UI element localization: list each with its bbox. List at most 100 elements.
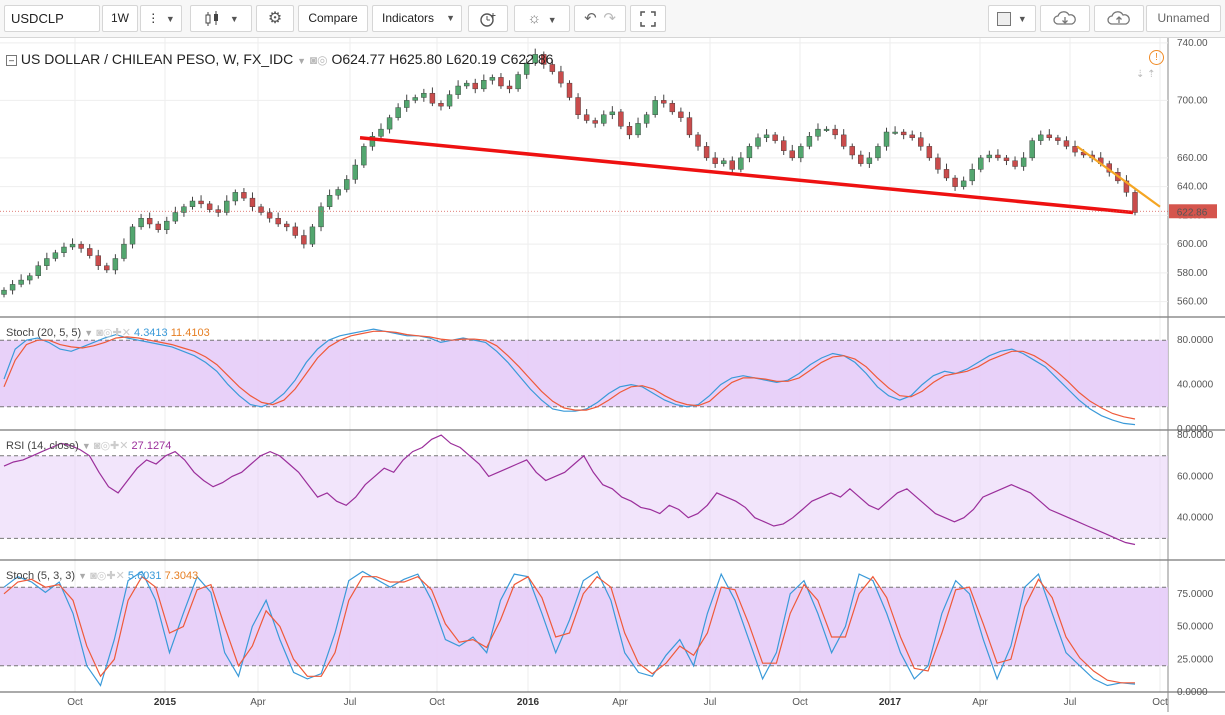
candle-body [1055, 137, 1061, 141]
stoch2-series-line [3, 575, 1135, 684]
interval-button[interactable]: 1W [102, 5, 138, 32]
chart-area[interactable]: 560.00580.00600.00620.00640.00660.00700.… [0, 38, 1225, 712]
minimize-icon[interactable]: – [6, 54, 17, 66]
high-label: H [389, 51, 400, 67]
candle-body [104, 265, 110, 271]
alert-button[interactable] [468, 5, 508, 32]
candle-body [224, 200, 230, 213]
candle-body [575, 97, 581, 115]
compare-button[interactable]: Compare [298, 5, 368, 32]
candle-body [883, 131, 890, 147]
candle-body [909, 134, 915, 138]
chevron-down-icon: ▼ [165, 14, 175, 24]
pane-options-icon[interactable]: ⇣ ⇡ [1136, 69, 1156, 80]
candle-body [995, 154, 1001, 159]
top-toolbar: USDCLP 1W ⋮ ▼ ▼ ⚙ Compare Indicators ▼ ☼… [0, 0, 1225, 38]
candle-body [515, 74, 521, 90]
rsi-axis-tick-label: 60.0000 [1177, 471, 1214, 482]
candle-body [541, 54, 547, 65]
redo-icon[interactable]: ↷ [603, 10, 616, 27]
pane-controls-icon[interactable]: ◙◎✚✕ [93, 440, 129, 452]
candle-body [1038, 134, 1044, 141]
stoch1-series-line [3, 328, 1136, 426]
candle-body [146, 218, 153, 225]
last-price-tag-label: 622.86 [1177, 207, 1208, 218]
stoch2-title: Stoch (5, 3, 3) [6, 570, 76, 582]
layout-button[interactable]: ▼ [988, 5, 1036, 32]
candle-body [258, 206, 264, 213]
time-axis-tick-label: Oct [1152, 697, 1168, 708]
price-axis-tick-label: 740.00 [1177, 38, 1208, 49]
chevron-down-icon[interactable]: ▼ [84, 328, 94, 338]
indicators-button[interactable]: Indicators ▼ [372, 5, 462, 32]
symbol-search-input[interactable]: USDCLP [4, 5, 100, 32]
chevron-down-icon[interactable]: ▼ [81, 441, 91, 451]
candle-body [249, 197, 256, 207]
pane-controls-icon[interactable]: ◙◎✚✕ [90, 570, 125, 582]
candle-body [763, 134, 770, 138]
stoch2-series-line [3, 570, 1136, 687]
candle-body [292, 226, 299, 236]
fullscreen-button[interactable] [630, 5, 666, 32]
stoch1-axis-tick-label: 0.0000 [1177, 424, 1208, 435]
stoch1-series-line [3, 330, 1136, 420]
chart-canvas[interactable]: 560.00580.00600.00620.00640.00660.00700.… [0, 38, 1225, 712]
layout-name-label: Unnamed [1157, 11, 1210, 25]
undo-icon[interactable]: ↶ [584, 10, 597, 27]
candle-body [695, 134, 701, 147]
chevron-down-icon[interactable]: ▼ [297, 56, 306, 66]
candle-body [318, 206, 324, 228]
candle-body [438, 103, 444, 107]
price-axis-tick-label: 640.00 [1177, 182, 1208, 193]
price-axis-tick-label: 660.00 [1177, 153, 1208, 164]
lightbulb-icon: ☼ [527, 10, 542, 27]
settings-button[interactable]: ⚙ [256, 5, 294, 32]
chevron-down-icon[interactable]: ▼ [78, 571, 88, 581]
cloud-upload-icon [1107, 11, 1130, 25]
candle-body [121, 243, 127, 259]
open-label: O [331, 51, 343, 67]
stoch2-axis-tick-label: 75.0000 [1177, 589, 1214, 600]
price-axis-tick-label: 580.00 [1177, 268, 1208, 279]
rsi-band [0, 455, 1168, 539]
close-value: 622.86 [510, 51, 554, 67]
candle-body [1, 289, 7, 295]
candle-body [112, 258, 119, 271]
eye-icon[interactable]: ◙◎ [309, 53, 328, 67]
interval-menu-button[interactable]: ⋮ ▼ [140, 5, 182, 32]
candle-body [1072, 146, 1078, 153]
candle-body [44, 258, 50, 266]
alert-indicator-icon[interactable]: ! [1149, 50, 1164, 65]
stoch1-legend: Stoch (20, 5, 5) ▼ ◙◎✚✕ 4.3413 11.4103 [6, 326, 210, 339]
drawing-tools-button[interactable]: ☼ ▼ [514, 5, 570, 32]
candle-body [978, 157, 984, 170]
high-value: 625.80 [399, 51, 443, 67]
candle-body [532, 54, 538, 64]
candle-body [463, 82, 470, 87]
candle-body [275, 218, 281, 225]
layout-name-button[interactable]: Unnamed [1146, 5, 1221, 32]
stoch1-title: Stoch (20, 5, 5) [6, 327, 82, 339]
rsi-title: RSI (14, close) [6, 440, 79, 452]
pane-controls-icon[interactable]: ◙◎✚✕ [96, 327, 131, 339]
candle-body [86, 248, 93, 256]
candle-body [789, 150, 795, 159]
candle-body [35, 265, 41, 276]
save-layout-button[interactable] [1094, 5, 1144, 32]
candle-body [1029, 140, 1035, 159]
gear-icon: ⚙ [267, 10, 283, 27]
candle-body [823, 128, 830, 131]
candle-body [489, 77, 496, 81]
candle-body [626, 126, 633, 136]
candle-body [309, 226, 316, 245]
candle-body [900, 131, 907, 136]
load-layout-button[interactable] [1040, 5, 1090, 32]
chart-style-button[interactable]: ▼ [190, 5, 252, 32]
candle-body [395, 107, 401, 118]
time-axis-tick-label: Oct [429, 697, 445, 708]
candle-body [875, 146, 881, 159]
fullscreen-icon [640, 11, 656, 27]
candle-body [344, 179, 350, 190]
candle-body [583, 114, 590, 121]
candle-body [172, 212, 179, 222]
